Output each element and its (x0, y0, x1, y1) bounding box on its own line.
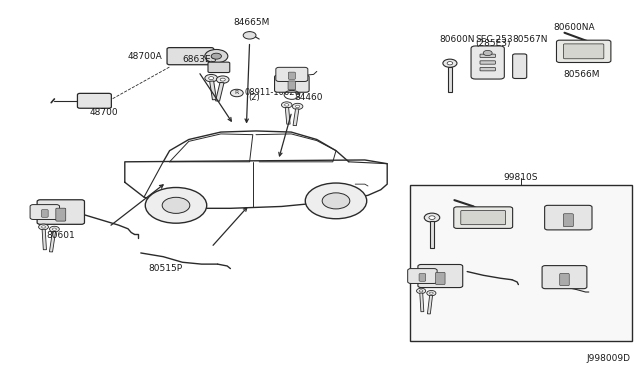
Circle shape (305, 183, 367, 219)
Circle shape (38, 224, 49, 230)
Polygon shape (216, 83, 224, 101)
FancyBboxPatch shape (513, 54, 527, 78)
Text: 80566M: 80566M (563, 70, 600, 79)
Circle shape (427, 291, 436, 296)
Text: 80600N: 80600N (440, 35, 475, 44)
Text: 80601: 80601 (46, 231, 75, 240)
Circle shape (282, 102, 292, 108)
FancyBboxPatch shape (42, 210, 48, 217)
Circle shape (447, 62, 452, 65)
Circle shape (322, 193, 350, 209)
Circle shape (52, 228, 56, 230)
Circle shape (443, 59, 457, 67)
FancyBboxPatch shape (545, 205, 592, 230)
Circle shape (162, 197, 190, 214)
Circle shape (205, 49, 228, 63)
Text: (285E3): (285E3) (475, 39, 510, 48)
Polygon shape (293, 109, 299, 126)
Polygon shape (428, 295, 433, 314)
FancyBboxPatch shape (167, 48, 214, 65)
Polygon shape (420, 293, 424, 312)
Polygon shape (448, 67, 452, 92)
Text: 80567N: 80567N (512, 35, 547, 44)
FancyBboxPatch shape (461, 211, 506, 225)
Text: (2): (2) (248, 93, 260, 102)
Circle shape (483, 51, 492, 55)
Circle shape (205, 74, 218, 82)
FancyBboxPatch shape (30, 205, 60, 219)
FancyBboxPatch shape (480, 54, 495, 57)
Circle shape (220, 78, 225, 81)
Circle shape (417, 288, 426, 294)
Text: 48700: 48700 (90, 108, 118, 117)
Text: 08911-1062G: 08911-1062G (244, 88, 301, 97)
Polygon shape (429, 221, 435, 248)
Circle shape (292, 103, 303, 109)
FancyBboxPatch shape (276, 67, 308, 81)
Text: SEC.253: SEC.253 (475, 35, 513, 44)
FancyBboxPatch shape (408, 269, 437, 283)
Circle shape (211, 53, 221, 59)
Bar (410, 185, 632, 341)
Polygon shape (210, 81, 216, 100)
Text: J998009D: J998009D (586, 354, 630, 363)
Circle shape (209, 77, 214, 80)
Circle shape (419, 290, 423, 292)
Circle shape (145, 187, 207, 223)
Circle shape (429, 292, 433, 294)
FancyBboxPatch shape (563, 214, 573, 227)
FancyBboxPatch shape (557, 40, 611, 62)
Text: R: R (235, 90, 239, 96)
Circle shape (243, 32, 256, 39)
FancyBboxPatch shape (77, 93, 111, 108)
Text: 80515P: 80515P (148, 264, 182, 273)
Polygon shape (49, 231, 56, 252)
FancyBboxPatch shape (454, 207, 513, 228)
Circle shape (216, 76, 229, 83)
Polygon shape (285, 108, 290, 124)
Circle shape (424, 213, 440, 222)
Circle shape (429, 216, 435, 219)
FancyBboxPatch shape (480, 67, 495, 71)
Text: 84460: 84460 (294, 93, 323, 102)
Text: 48700A: 48700A (128, 52, 163, 61)
Circle shape (296, 105, 300, 108)
FancyBboxPatch shape (560, 273, 569, 286)
FancyBboxPatch shape (288, 72, 296, 79)
FancyBboxPatch shape (542, 266, 587, 289)
Text: 99810S: 99810S (504, 173, 538, 182)
Text: 84665M: 84665M (234, 18, 270, 27)
FancyBboxPatch shape (56, 208, 66, 221)
Text: 80600NA: 80600NA (554, 23, 595, 32)
FancyBboxPatch shape (419, 274, 426, 281)
Circle shape (230, 89, 243, 97)
FancyBboxPatch shape (480, 61, 495, 64)
FancyBboxPatch shape (564, 44, 604, 59)
Text: 6863ES: 6863ES (182, 55, 217, 64)
FancyBboxPatch shape (418, 264, 463, 288)
Polygon shape (42, 229, 47, 250)
FancyBboxPatch shape (275, 75, 309, 92)
FancyBboxPatch shape (436, 272, 445, 285)
FancyBboxPatch shape (471, 46, 504, 79)
Circle shape (49, 226, 60, 232)
Circle shape (42, 226, 45, 228)
FancyBboxPatch shape (288, 81, 296, 90)
FancyBboxPatch shape (208, 62, 230, 73)
Circle shape (285, 104, 289, 106)
FancyBboxPatch shape (37, 200, 84, 224)
